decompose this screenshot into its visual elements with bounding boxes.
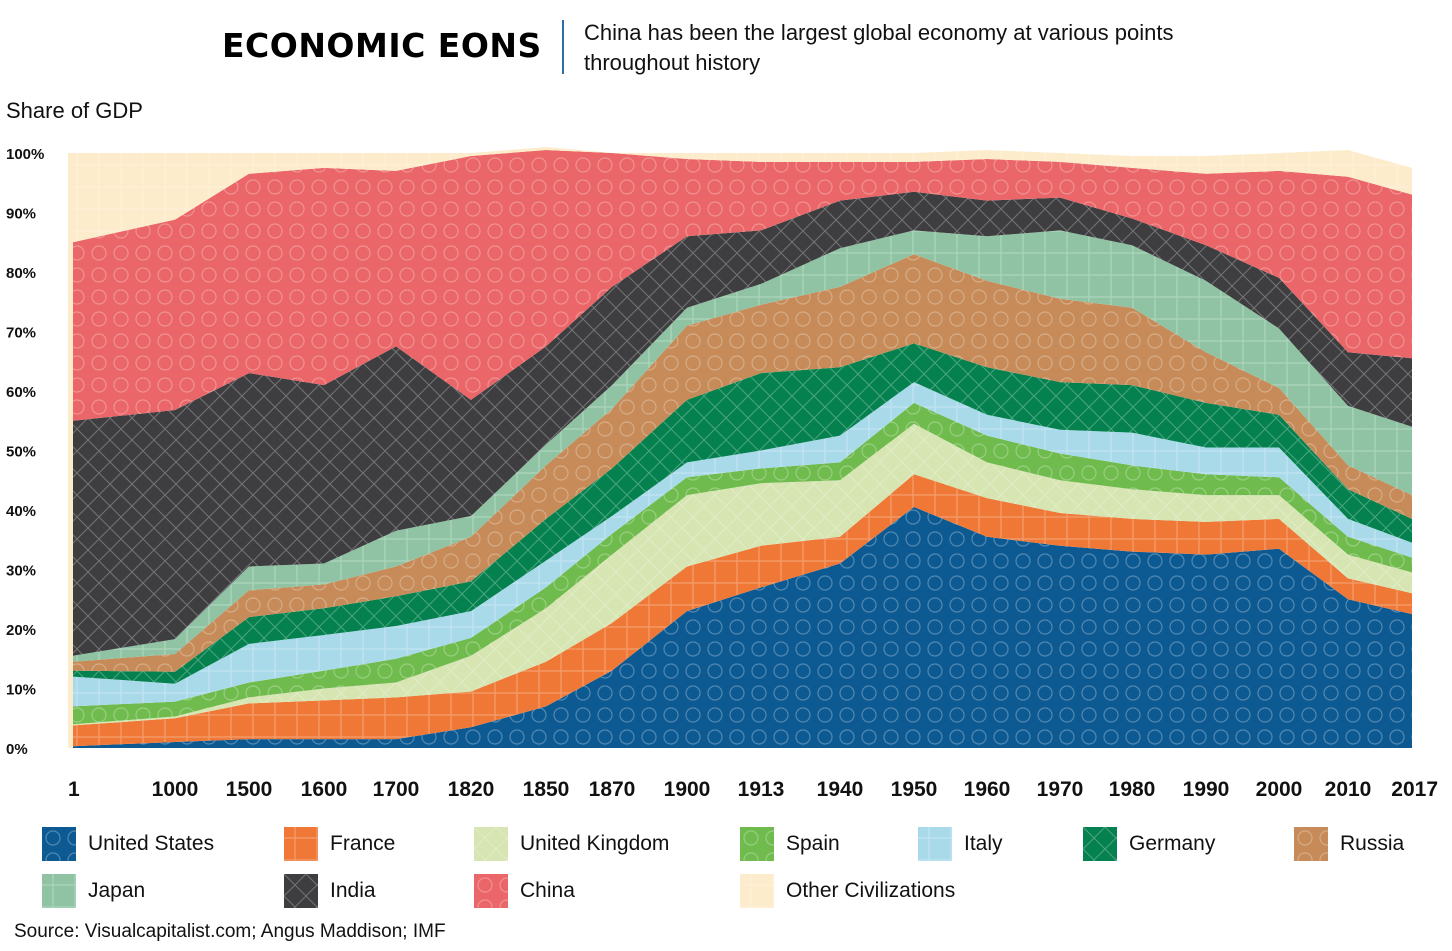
x-tick-label: 1850 [523,778,570,801]
x-tick-label: 1940 [817,778,864,801]
area-germany [73,343,1412,684]
x-tick-label: 1820 [448,778,495,801]
x-tick-label: 1600 [301,778,348,801]
area-china [73,150,1412,421]
x-tick-label: 1950 [891,778,938,801]
area-layers [68,147,1412,748]
y-axis-ticks: 0% 10% 20% 30% 40% 50% 60% 70% 80% 90% 100% [6,146,44,758]
y-tick-label: 40% [6,503,36,520]
area-united-kingdom [73,423,1412,726]
y-axis-label: Share of GDP [6,98,143,123]
area-japan [73,230,1412,662]
x-tick-label: 1500 [226,778,273,801]
area-other-civilizations [73,147,1412,243]
area-russia [73,254,1412,672]
x-tick-label: 1000 [152,778,199,801]
x-tick-label: 1900 [664,778,711,801]
area-france [73,474,1412,747]
y-tick-label: 50% [6,444,36,461]
x-tick-label: 1870 [589,778,636,801]
x-tick-label: 2010 [1325,778,1372,801]
y-tick-label: 70% [6,325,36,342]
x-tick-label: 1 [68,778,80,801]
area-left-edge [68,153,74,748]
x-tick-label: 1913 [738,778,785,801]
y-tick-label: 100% [6,146,44,163]
y-tick-label: 60% [6,384,36,401]
x-tick-label: 1980 [1109,778,1156,801]
y-tick-label: 30% [6,563,36,580]
area-italy [73,382,1412,707]
x-tick-label: 1970 [1037,778,1084,801]
x-tick-label: 2000 [1256,778,1303,801]
x-tick-label: 2017 [1391,778,1438,801]
x-tick-label: 1700 [373,778,420,801]
y-tick-label: 20% [6,622,36,639]
x-tick-label: 1990 [1183,778,1230,801]
x-axis-ticks: 1 1000 1500 1600 1700 1820 1850 1870 1900 1913 194… [68,778,1438,801]
y-tick-label: 0% [6,741,28,758]
area-united-states [73,507,1412,748]
y-tick-label: 10% [6,682,36,699]
x-tick-label: 1960 [964,778,1011,801]
chart-subtitle: China has been the largest global econom… [584,20,1174,75]
source-note: Source: Visualcapitalist.com; Angus Madd… [14,921,446,942]
title-divider [562,20,564,74]
chart-title: ECONOMIC EONS [222,26,542,65]
y-tick-label: 80% [6,265,36,282]
area-india [73,191,1412,656]
y-tick-label: 90% [6,206,36,223]
